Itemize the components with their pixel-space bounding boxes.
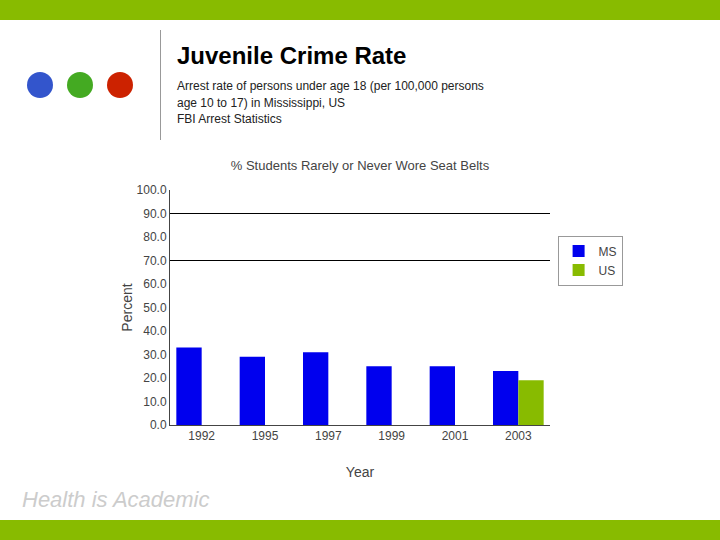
svg-text:80.0: 80.0: [143, 230, 167, 244]
svg-text:US: US: [599, 264, 616, 278]
svg-text:2003: 2003: [505, 429, 532, 443]
svg-text:40.0: 40.0: [143, 324, 167, 338]
svg-text:90.0: 90.0: [143, 207, 167, 221]
svg-text:MS: MS: [599, 245, 617, 259]
svg-text:2001: 2001: [442, 429, 469, 443]
svg-text:70.0: 70.0: [143, 254, 167, 268]
svg-text:20.0: 20.0: [143, 371, 167, 385]
svg-text:1992: 1992: [188, 429, 215, 443]
svg-text:100.0: 100.0: [137, 183, 167, 197]
svg-text:1995: 1995: [252, 429, 279, 443]
svg-text:% Students Rarely or Never Wor: % Students Rarely or Never Wore Seat Bel…: [231, 158, 490, 173]
svg-text:Percent: Percent: [119, 283, 135, 331]
svg-text:1999: 1999: [378, 429, 405, 443]
svg-text:Year: Year: [346, 464, 375, 480]
svg-text:30.0: 30.0: [143, 348, 167, 362]
svg-text:10.0: 10.0: [143, 395, 167, 409]
html-text:Health is Academic: Health is Academic: [22, 487, 210, 512]
svg-text:60.0: 60.0: [143, 277, 167, 291]
svg-text:1997: 1997: [315, 429, 342, 443]
svg-text:50.0: 50.0: [143, 301, 167, 315]
html-text:Arrest rate of persons under a: Arrest rate of persons under age 18 (per…: [177, 78, 484, 93]
svg-text:0.0: 0.0: [150, 418, 167, 432]
html-text:FBI Arrest Statistics: FBI Arrest Statistics: [177, 112, 282, 127]
html-text:age 10 to 17) in Mississippi,: age 10 to 17) in Mississippi, US: [177, 95, 346, 110]
html-text:Juvenile Crime Rate: Juvenile Crime Rate: [177, 41, 407, 69]
